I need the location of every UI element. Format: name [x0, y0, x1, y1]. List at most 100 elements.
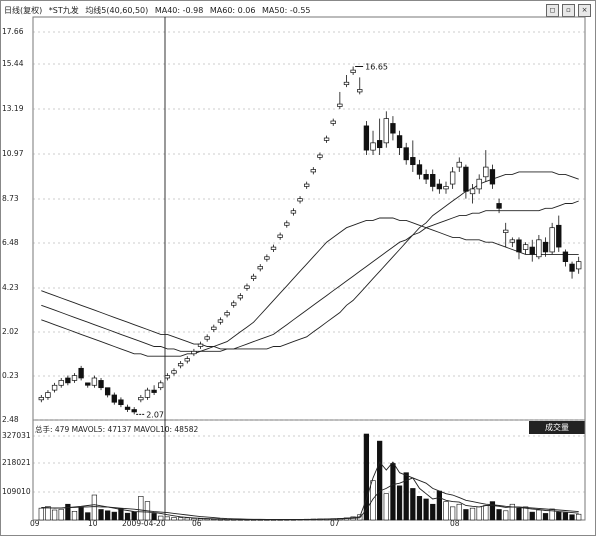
- date-tick-label: 09: [30, 519, 40, 528]
- candle-body: [476, 178, 482, 190]
- candle-body: [290, 210, 297, 214]
- volume-bar: [217, 519, 224, 521]
- volume-bar: [158, 515, 164, 521]
- candle-body: [376, 140, 383, 149]
- volume-bar: [204, 518, 210, 521]
- price-tick-label: 15.44: [2, 59, 24, 68]
- candle-body: [231, 302, 237, 306]
- volume-bar: [549, 508, 555, 521]
- candle-body: [151, 389, 157, 393]
- volume-header: 总手: 479 MAVOL5: 47137 MAVOL10: 48582: [35, 425, 199, 434]
- candle-body: [144, 389, 151, 398]
- candle-body: [410, 157, 416, 166]
- ma-label[interactable]: 均线5(40,60,50): [85, 6, 149, 15]
- price-tick-label: 0.23: [2, 371, 19, 380]
- volume-bar: [363, 433, 370, 521]
- candle-body: [489, 169, 496, 185]
- volume-bar: [131, 511, 137, 521]
- candle-body: [456, 161, 462, 168]
- restore-icon[interactable]: ◻: [546, 4, 559, 17]
- price-tick-label: 13.19: [2, 104, 24, 113]
- volume-bar: [529, 511, 535, 521]
- volume-bar: [71, 511, 78, 521]
- candle-body: [264, 256, 270, 260]
- candle-body: [177, 363, 184, 367]
- candle-body: [496, 203, 502, 209]
- high-annotation: 16.65: [365, 62, 388, 71]
- volume-bar: [171, 517, 177, 521]
- candle-body: [38, 397, 44, 401]
- volume-bar: [496, 509, 502, 521]
- volume-bar: [211, 518, 217, 521]
- candle-body: [45, 392, 51, 398]
- ma40-value: MA40: -0.98: [154, 6, 204, 15]
- candle-body: [430, 174, 436, 187]
- volume-bar: [370, 480, 376, 521]
- candle-body: [317, 154, 323, 158]
- price-tick-label: 17.66: [2, 27, 24, 36]
- volume-tab[interactable]: 成交量: [529, 421, 585, 434]
- candle-body: [449, 171, 456, 185]
- volume-bar: [164, 516, 170, 521]
- low-annotation: 2.07: [146, 410, 164, 419]
- candle-body: [330, 120, 336, 124]
- candle-body: [98, 380, 104, 389]
- period-label[interactable]: 日线(复权): [4, 6, 43, 15]
- candle-body: [78, 367, 84, 379]
- volume-bar: [450, 506, 456, 521]
- price-tick-label: 2.02: [2, 327, 19, 336]
- volume-bar: [178, 517, 184, 521]
- candle-body: [104, 387, 111, 396]
- candle-body: [370, 142, 376, 151]
- candle-body: [270, 246, 277, 250]
- volume-bar: [98, 509, 104, 521]
- candle-body: [503, 229, 509, 233]
- candle-body: [131, 409, 137, 413]
- volume-bar: [576, 513, 582, 521]
- candle-body: [297, 198, 303, 202]
- volume-bar: [542, 513, 549, 521]
- plot-border: [32, 16, 586, 521]
- volume-bar: [184, 517, 190, 521]
- volume-bar: [556, 511, 562, 521]
- candle-body: [138, 397, 144, 401]
- volume-bar: [436, 490, 442, 521]
- ma-fast-line: [41, 217, 579, 357]
- volume-bar: [410, 488, 416, 521]
- candle-body: [536, 239, 542, 258]
- candle-body: [51, 384, 58, 391]
- volume-tick-label: 109010: [2, 487, 31, 496]
- candle-body: [237, 295, 244, 299]
- volume-bar: [191, 518, 197, 521]
- volume-bar: [45, 506, 51, 521]
- volume-bar: [476, 506, 482, 521]
- candle-body: [423, 174, 429, 180]
- volume-bar: [138, 496, 144, 521]
- ma-slow-line: [41, 171, 579, 350]
- volume-bar: [516, 507, 522, 521]
- volume-bar: [489, 501, 496, 521]
- volume-bar: [151, 513, 157, 521]
- candle-body: [562, 251, 569, 262]
- volume-bar: [396, 485, 403, 521]
- volume-tick-label: 218021: [2, 458, 31, 467]
- candle-body: [576, 261, 582, 270]
- volume-bar: [38, 507, 44, 521]
- candle-body: [71, 375, 78, 381]
- candle-body: [277, 234, 283, 238]
- volume-bar: [569, 514, 575, 521]
- volume-bar: [423, 498, 429, 521]
- candle-body: [85, 382, 91, 386]
- volume-bar: [522, 506, 529, 521]
- candle-body: [569, 263, 575, 272]
- mavol10-line: [41, 477, 579, 520]
- ma60-value: MA60: 0.06: [209, 6, 256, 15]
- candle-body: [158, 382, 164, 389]
- candle-body: [443, 186, 449, 190]
- candle-body: [323, 137, 330, 141]
- price-tick-label: 4.23: [2, 283, 19, 292]
- candle-body: [211, 326, 217, 330]
- candle-body: [224, 312, 230, 316]
- volume-bar: [469, 507, 476, 521]
